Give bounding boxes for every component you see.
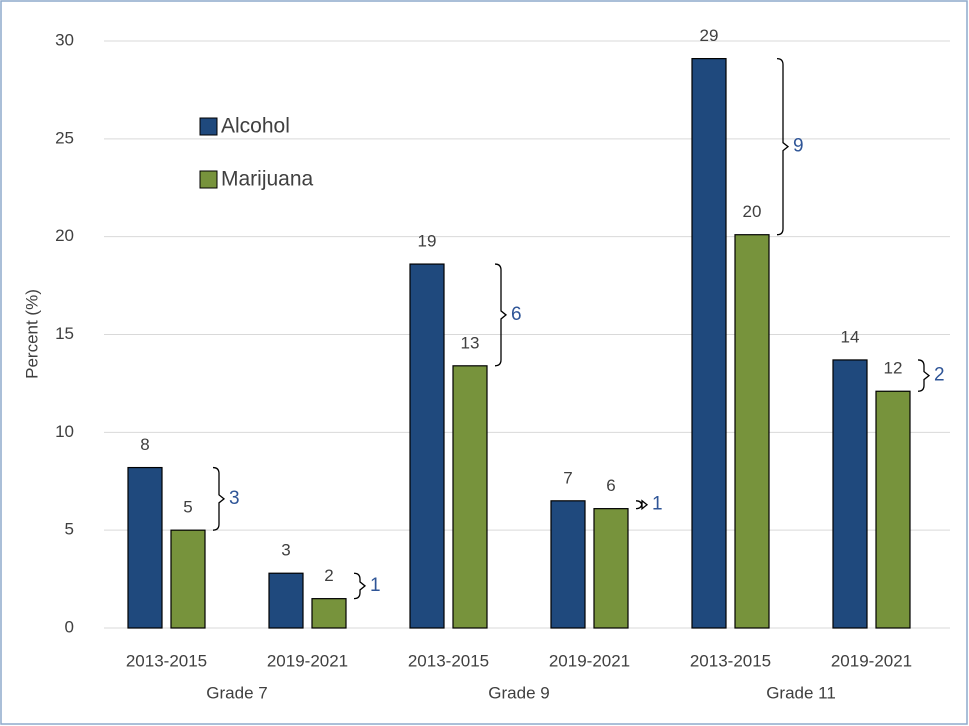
value-label: 19 <box>418 232 437 251</box>
difference-bracket <box>776 57 790 236</box>
y-tick-label: 30 <box>55 30 74 49</box>
bar <box>691 58 727 629</box>
y-axis-label: Percent (%) <box>22 289 41 379</box>
legend-swatch <box>199 117 218 136</box>
group-label: Grade 9 <box>488 683 549 702</box>
y-tick-label: 10 <box>55 422 74 441</box>
difference-label: 2 <box>934 365 945 386</box>
difference-bracket <box>917 359 931 392</box>
legend-label: Alcohol <box>221 115 290 138</box>
group-label: Grade 7 <box>206 683 267 702</box>
bar <box>875 390 911 629</box>
y-tick-label: 15 <box>55 324 74 343</box>
difference-bracket <box>494 263 508 367</box>
difference-label: 6 <box>511 304 522 325</box>
value-label: 8 <box>140 435 149 454</box>
x-tick-label: 2019-2021 <box>549 651 630 670</box>
x-tick-label: 2013-2015 <box>690 651 771 670</box>
bar <box>593 508 629 629</box>
bar <box>127 466 163 629</box>
difference-bracket <box>212 466 226 531</box>
legend-label: Marijuana <box>221 168 314 191</box>
difference-label: 3 <box>229 488 240 509</box>
value-label: 14 <box>841 327 860 346</box>
value-label: 7 <box>563 468 572 487</box>
bar <box>550 500 586 629</box>
x-tick-label: 2019-2021 <box>831 651 912 670</box>
y-tick-label: 25 <box>55 128 74 147</box>
value-label: 12 <box>884 359 903 378</box>
legend-swatch <box>199 170 218 189</box>
difference-bracket <box>353 572 367 600</box>
bar <box>832 359 868 629</box>
x-tick-label: 2019-2021 <box>267 651 348 670</box>
bar <box>409 263 445 629</box>
bar <box>452 365 488 629</box>
bar <box>311 598 347 629</box>
difference-label: 1 <box>370 575 381 596</box>
value-label: 2 <box>324 566 333 585</box>
value-label: 5 <box>183 498 192 517</box>
difference-bracket <box>635 499 649 511</box>
y-tick-label: 5 <box>65 520 74 539</box>
value-label: 29 <box>700 26 719 45</box>
difference-label: 9 <box>793 136 804 157</box>
difference-label: 1 <box>652 494 663 515</box>
bar <box>734 234 770 629</box>
x-tick-label: 2013-2015 <box>408 651 489 670</box>
value-label: 6 <box>606 476 615 495</box>
y-tick-label: 20 <box>55 226 74 245</box>
value-label: 3 <box>281 541 290 560</box>
value-label: 13 <box>461 333 480 352</box>
y-tick-label: 0 <box>65 617 74 636</box>
bar <box>268 572 304 629</box>
x-tick-label: 2013-2015 <box>126 651 207 670</box>
value-label: 20 <box>743 202 762 221</box>
group-label: Grade 11 <box>766 683 836 702</box>
bar <box>170 529 206 629</box>
